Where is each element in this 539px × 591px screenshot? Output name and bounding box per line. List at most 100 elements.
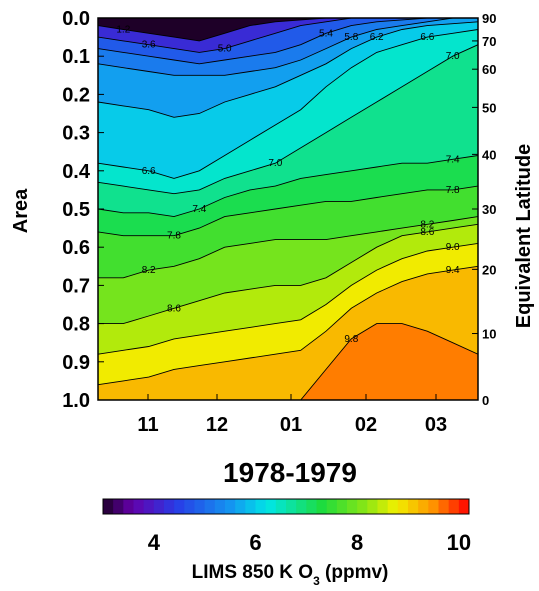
- colorbar-ticks: 4 6 8 10: [148, 530, 471, 555]
- y2-tick-label-7: 10: [482, 327, 496, 342]
- x-tick-label-0: 11: [137, 414, 158, 436]
- colorbar-tick-label-0: 4: [148, 530, 161, 555]
- y-tick-label-5: 0.5: [62, 199, 90, 221]
- contour-label-1: 3.6: [142, 40, 156, 51]
- y-tick-label-9: 0.9: [62, 352, 90, 374]
- contour-label-7: 7.0: [446, 51, 460, 62]
- colorbar-swatch-3: [133, 499, 145, 514]
- colorbar-swatch-6: [164, 499, 175, 514]
- y-axis-ticks: 0.0 0.1 0.2 0.3 0.4 0.5 0.6 0.7 0.8 0.9 1.0: [62, 8, 104, 412]
- contour-line-8: [98, 185, 478, 237]
- colorbar-swatch-30: [408, 499, 419, 514]
- colorbar-swatch-15: [255, 499, 267, 514]
- contour-label-12: 7.4: [446, 154, 460, 165]
- colorbar-swatch-24: [347, 499, 358, 514]
- colorbar-swatch-2: [123, 499, 134, 514]
- y-tick-label-1: 0.1: [62, 46, 90, 68]
- colorbar-swatch-5: [153, 499, 165, 514]
- contour-label-20: 9.8: [344, 334, 358, 345]
- y2-tick-label-1: 70: [482, 34, 496, 49]
- colorbar-swatch-31: [418, 499, 429, 514]
- colorbar-swatch-13: [235, 499, 246, 514]
- colorbar-swatch-9: [194, 499, 206, 514]
- y2-tick-label-6: 20: [482, 262, 496, 277]
- colorbar-swatch-1: [113, 499, 124, 514]
- y-tick-label-6: 0.6: [62, 237, 90, 259]
- colorbar-swatch-29: [397, 499, 409, 514]
- contour-line-1: [98, 18, 478, 53]
- colorbar-swatch-34: [448, 499, 460, 514]
- chart-title: 1978-1979: [223, 457, 357, 488]
- contour-label-13: 7.8: [446, 185, 460, 196]
- colorbar-swatch-7: [174, 499, 185, 514]
- colorbar-swatch-23: [336, 499, 348, 514]
- contour-label-10: 7.4: [192, 204, 206, 215]
- contour-label-8: 6.6: [142, 166, 156, 177]
- colorbar-swatch-18: [286, 499, 297, 514]
- contour-label-14: 8.2: [142, 265, 156, 276]
- contour-label-4: 5.8: [344, 32, 358, 43]
- colorbar-swatch-32: [428, 499, 439, 514]
- x-axis-ticks: 11 12 01 02 03: [137, 394, 447, 436]
- colorbar-swatch-8: [184, 499, 195, 514]
- colorbar-swatch-11: [214, 499, 226, 514]
- colorbar-label-units: (ppmv): [325, 562, 388, 583]
- colorbar: [103, 499, 470, 514]
- colorbar-swatch-17: [275, 499, 287, 514]
- colorbar-swatch-10: [204, 499, 216, 514]
- contour-label-18: 8.2: [420, 219, 434, 230]
- contour-label-17: 9.4: [446, 265, 460, 276]
- contour-label-6: 6.6: [420, 32, 434, 43]
- colorbar-swatch-0: [103, 499, 114, 514]
- y-tick-label-7: 0.7: [62, 275, 90, 297]
- contour-label-19: 8.6: [420, 227, 434, 238]
- colorbar-swatch-26: [367, 499, 378, 514]
- contour-label-16: 9.0: [446, 242, 460, 253]
- y-tick-label-2: 0.2: [62, 84, 90, 106]
- x-tick-label-4: 03: [425, 414, 447, 436]
- heatmap-fill-layer: [98, 18, 478, 400]
- y-tick-label-3: 0.3: [62, 123, 90, 145]
- y2-axis-label: Equivalent Latitude: [513, 144, 535, 328]
- colorbar-tick-label-2: 8: [351, 530, 363, 555]
- colorbar-swatch-25: [357, 499, 368, 514]
- colorbar-label-subscript: 3: [313, 574, 320, 588]
- x-tick-label-3: 02: [355, 414, 377, 436]
- colorbar-tick-label-3: 10: [447, 530, 471, 555]
- colorbar-label-main: LIMS 850 K O: [192, 562, 313, 583]
- x-tick-label-1: 12: [206, 414, 228, 436]
- contour-label-9: 7.0: [268, 158, 282, 169]
- contour-line-12: [98, 265, 478, 386]
- colorbar-swatch-20: [306, 499, 317, 514]
- contour-label-3: 5.4: [319, 28, 333, 39]
- colorbar-swatch-27: [377, 499, 389, 514]
- colorbar-swatch-21: [316, 499, 328, 514]
- y2-axis-ticks: 90 70 60 50 40 30 20 10 0: [472, 11, 496, 408]
- contour-lines-layer: [98, 18, 478, 400]
- colorbar-swatch-28: [387, 499, 399, 514]
- y2-tick-label-0: 90: [482, 11, 496, 26]
- contour-label-0: 1.2: [116, 24, 130, 35]
- colorbar-swatch-4: [143, 499, 155, 514]
- contour-line-4: [98, 21, 478, 118]
- colorbar-swatch-16: [265, 499, 277, 514]
- x-tick-label-2: 01: [280, 414, 302, 436]
- contour-label-5: 6.2: [370, 32, 384, 43]
- contour-line-11: [98, 242, 478, 355]
- y2-tick-label-3: 50: [482, 100, 496, 115]
- colorbar-swatch-22: [326, 499, 338, 514]
- colorbar-frame: [102, 498, 470, 515]
- colorbar-tick-label-1: 6: [249, 530, 261, 555]
- contour-line-6: [98, 44, 478, 195]
- contour-line-9: [98, 216, 478, 279]
- contour-line-3: [98, 18, 478, 76]
- y2-tick-label-8: 0: [482, 393, 489, 408]
- colorbar-swatch-12: [225, 499, 236, 514]
- y-tick-label-10: 1.0: [62, 390, 90, 412]
- colorbar-swatch-14: [245, 499, 256, 514]
- y-tick-label-4: 0.4: [62, 161, 91, 183]
- colorbar-label: LIMS 850 K O3 (ppmv): [192, 562, 389, 588]
- contour-line-0: [98, 18, 478, 42]
- contour-line-2: [98, 18, 478, 65]
